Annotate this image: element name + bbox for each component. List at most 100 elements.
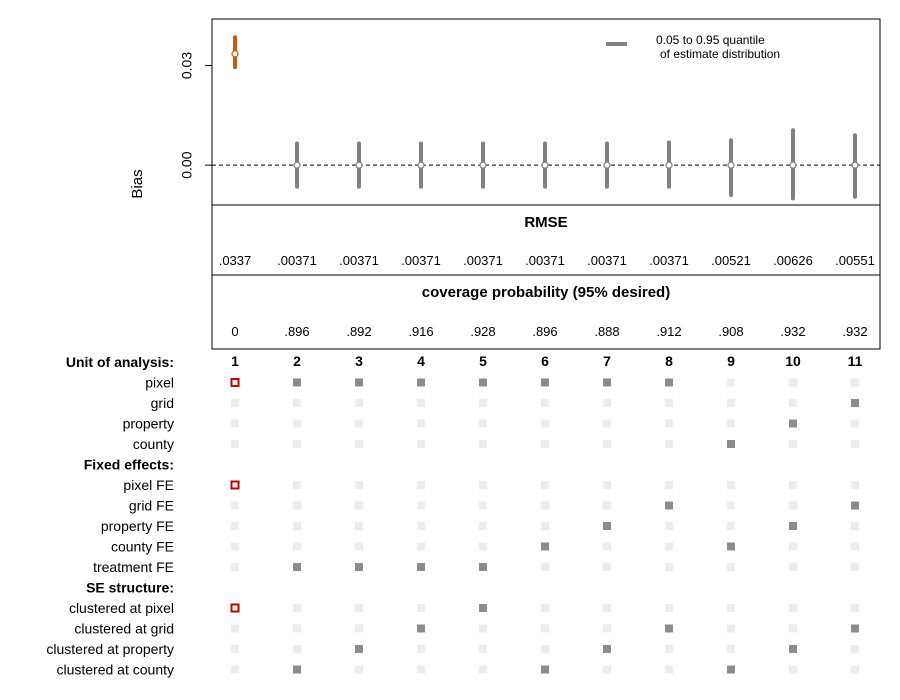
spec-cell-inactive (603, 604, 611, 612)
spec-cell-inactive (417, 604, 425, 612)
spec-cell-active (727, 665, 735, 674)
spec-cell-active (603, 378, 611, 387)
spec-cell-inactive (603, 440, 611, 448)
spec-cell-active (293, 378, 301, 387)
rmse-value: .00371 (525, 253, 565, 268)
spec-cell-inactive (293, 522, 301, 530)
spec-cell-inactive (417, 542, 425, 551)
spec-row-label: grid (151, 395, 174, 411)
spec-cell-inactive (851, 419, 859, 428)
spec-cell-inactive (479, 399, 487, 407)
spec-cell-inactive (727, 645, 735, 653)
spec-cell-active (789, 419, 797, 428)
spec-cell-inactive (541, 563, 549, 571)
spec-cell-inactive (851, 378, 859, 387)
model-index-label: 10 (785, 353, 801, 369)
spec-cell-active (541, 542, 549, 551)
spec-cell-inactive (355, 522, 363, 530)
spec-cell-inactive (851, 604, 859, 612)
spec-cell-inactive (231, 645, 239, 653)
spec-cell-inactive (789, 501, 797, 510)
spec-cell-inactive (665, 604, 673, 612)
spec-cell-inactive (727, 481, 735, 489)
spec-cell-active (355, 378, 363, 387)
rmse-values: .0337 .00371 .00371 .00371 .00371 .00371 .0037… (219, 253, 875, 268)
spec-cell-inactive (789, 665, 797, 674)
rmse-value: .00371 (401, 253, 441, 268)
spec-cell-active (789, 645, 797, 653)
coverage-value: .892 (346, 324, 371, 339)
legend: 0.05 to 0.95 quantile of estimate distri… (606, 33, 780, 61)
spec-row-label: county (133, 436, 174, 452)
spec-cell-inactive (851, 563, 859, 571)
spec-cell-inactive (479, 440, 487, 448)
spec-cell-inactive (541, 501, 549, 510)
spec-cell-active (727, 440, 735, 448)
bias-point (355, 161, 363, 169)
spec-cell-inactive (479, 501, 487, 510)
spec-cell-inactive (789, 481, 797, 489)
coverage-value: .932 (842, 324, 867, 339)
spec-cell-inactive (231, 665, 239, 674)
spec-cell-inactive (665, 440, 673, 448)
model-index-label: 5 (479, 353, 487, 369)
rmse-title: RMSE (524, 214, 567, 231)
spec-cell-active (417, 624, 425, 633)
spec-cell-inactive (603, 399, 611, 407)
rmse-value: .00371 (463, 253, 503, 268)
spec-cell-highlight (230, 603, 240, 613)
legend-text-line2: of estimate distribution (660, 47, 780, 61)
spec-cell-active (479, 378, 487, 387)
spec-cell-inactive (851, 665, 859, 674)
spec-cell-inactive (541, 440, 549, 448)
spec-cell-inactive (665, 645, 673, 653)
spec-row-label: clustered at county (56, 662, 174, 678)
spec-cell-inactive (603, 481, 611, 489)
coverage-value: 0 (231, 324, 238, 339)
spec-cell-inactive (479, 624, 487, 633)
spec-cell-highlight (230, 480, 240, 490)
spec-cell-inactive (231, 399, 239, 407)
rmse-value: .00521 (711, 253, 751, 268)
spec-cell-active (293, 563, 301, 571)
coverage-value: .908 (718, 324, 743, 339)
spec-row-label: grid FE (129, 498, 174, 514)
spec-cell-inactive (665, 542, 673, 551)
coverage-value: .928 (470, 324, 495, 339)
spec-cell-inactive (355, 419, 363, 428)
spec-row-label: property FE (101, 518, 174, 534)
model-index-label: 11 (848, 353, 863, 369)
estimate-series (231, 35, 859, 201)
spec-cell-active (851, 624, 859, 633)
spec-cell-inactive (789, 563, 797, 571)
spec-cell-inactive (727, 624, 735, 633)
spec-cell-inactive (603, 419, 611, 428)
spec-row-label: clustered at grid (74, 621, 174, 637)
spec-cell-inactive (603, 665, 611, 674)
bias-point (293, 161, 301, 169)
spec-cell-inactive (417, 481, 425, 489)
coverage-title: coverage probability (95% desired) (422, 284, 670, 301)
spec-cell-inactive (851, 645, 859, 653)
spec-cell-inactive (479, 481, 487, 489)
model-index-label: 1 (231, 353, 239, 369)
spec-group-header: Fixed effects: (84, 457, 174, 473)
spec-cell-inactive (727, 522, 735, 530)
spec-cell-inactive (541, 604, 549, 612)
spec-cell-inactive (665, 665, 673, 674)
spec-cell-inactive (603, 563, 611, 571)
spec-cell-inactive (541, 481, 549, 489)
spec-cell-inactive (851, 542, 859, 551)
spec-cell-inactive (293, 645, 301, 653)
spec-cell-active (603, 522, 611, 530)
bias-point (479, 161, 487, 169)
legend-text-line1: 0.05 to 0.95 quantile (656, 33, 765, 47)
y-tick-label: 0.03 (179, 52, 195, 79)
rmse-value: .00371 (649, 253, 689, 268)
model-index-label: 4 (417, 353, 425, 369)
model-index-label: 3 (355, 353, 363, 369)
bias-point (603, 161, 611, 169)
coverage-value: .896 (284, 324, 309, 339)
spec-cell-inactive (293, 501, 301, 510)
coverage-values: 0 .896 .892 .916 .928 .896 .888 .912 .908 .932 .93… (231, 324, 867, 339)
